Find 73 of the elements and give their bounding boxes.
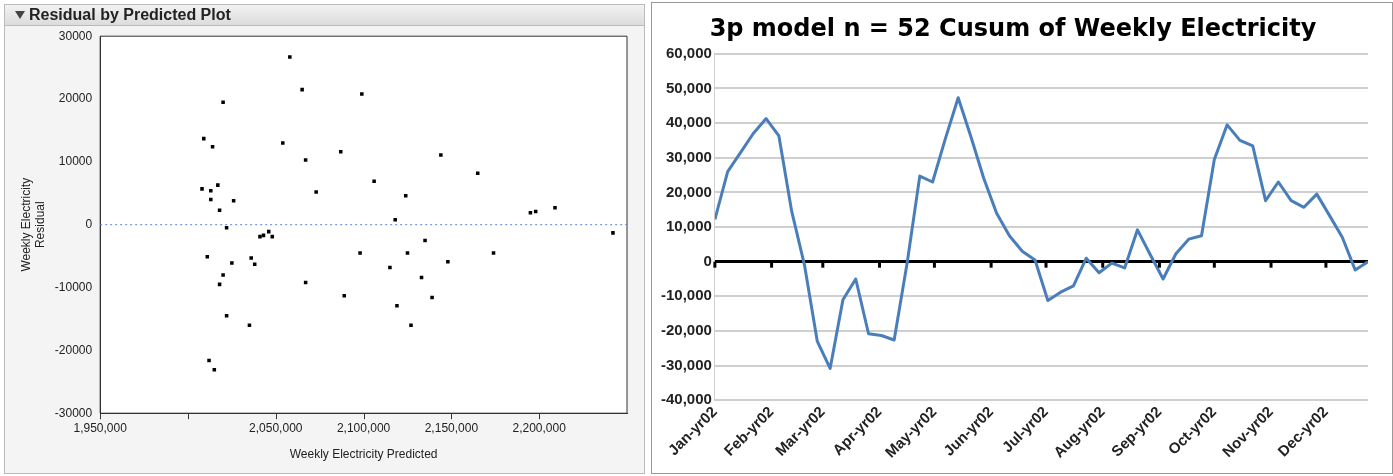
y-tick-label: -20000 — [54, 342, 93, 357]
point — [314, 190, 318, 194]
point — [423, 238, 427, 243]
point — [281, 141, 285, 145]
y-tick-label: 10,000 — [665, 217, 712, 235]
point — [393, 217, 397, 222]
x-tick-label: 2,050,000 — [249, 420, 303, 435]
y-tick-label: -30000 — [54, 405, 93, 420]
point — [217, 208, 222, 213]
point — [360, 92, 364, 96]
point — [221, 273, 225, 277]
point — [342, 293, 347, 298]
point — [409, 323, 413, 327]
point — [475, 171, 480, 175]
y-tick-label: 60,000 — [665, 43, 712, 61]
y-tick-label: 0 — [85, 217, 93, 232]
y-tick-label: -20,000 — [661, 321, 712, 339]
point — [491, 251, 496, 255]
point — [388, 265, 392, 270]
point — [266, 229, 271, 234]
x-axis-title: Weekly Electricity Predicted — [289, 447, 438, 462]
point — [224, 314, 229, 318]
y-axis-title: Weekly Electricity Residual — [18, 177, 47, 272]
point — [338, 150, 343, 154]
point — [395, 303, 399, 308]
point — [224, 226, 229, 230]
point — [405, 251, 410, 255]
x-tick-label: 1,950,000 — [73, 420, 128, 435]
point — [216, 183, 220, 187]
y-tick-label: 20000 — [58, 91, 93, 106]
y-tick-label: 10000 — [58, 154, 93, 169]
point — [611, 231, 615, 235]
point — [403, 194, 408, 198]
y-tick-label: -30,000 — [661, 355, 712, 373]
point — [212, 368, 217, 372]
point — [258, 234, 262, 239]
point — [372, 179, 376, 184]
point — [221, 100, 225, 104]
y-tick-label: 0 — [703, 251, 712, 269]
point — [230, 261, 234, 265]
point — [300, 87, 304, 92]
point — [205, 254, 210, 259]
y-tick-label: 30,000 — [665, 147, 712, 165]
point — [270, 234, 275, 239]
x-tick-label: 2,100,000 — [336, 420, 391, 435]
point — [358, 251, 362, 255]
y-tick-label: -10000 — [54, 279, 93, 294]
y-tick-label: 30000 — [58, 28, 93, 43]
point — [430, 295, 434, 300]
x-tick-label: 2,150,000 — [424, 420, 479, 435]
y-tick-label: 50,000 — [665, 78, 712, 96]
point — [249, 256, 253, 260]
point — [288, 55, 292, 59]
point — [209, 197, 213, 202]
point — [200, 187, 204, 191]
x-tick-label: 2,200,000 — [512, 420, 567, 435]
y-tick-label: -10,000 — [661, 286, 712, 304]
point — [553, 205, 557, 210]
point — [207, 358, 211, 363]
point — [210, 145, 215, 149]
point — [247, 323, 252, 327]
point — [209, 189, 213, 193]
y-tick-label: 20,000 — [665, 182, 712, 200]
y-tick-label: -40,000 — [661, 390, 712, 408]
chart-title: 3p model n = 52 Cusum of Weekly Electricity — [709, 13, 1317, 42]
point — [446, 260, 450, 264]
point — [202, 136, 206, 141]
point — [439, 153, 443, 157]
chart-title: Residual by Predicted Plot — [29, 6, 231, 23]
y-tick-label: 40,000 — [665, 113, 712, 131]
point — [303, 158, 308, 162]
point — [231, 199, 236, 203]
point — [528, 210, 533, 215]
